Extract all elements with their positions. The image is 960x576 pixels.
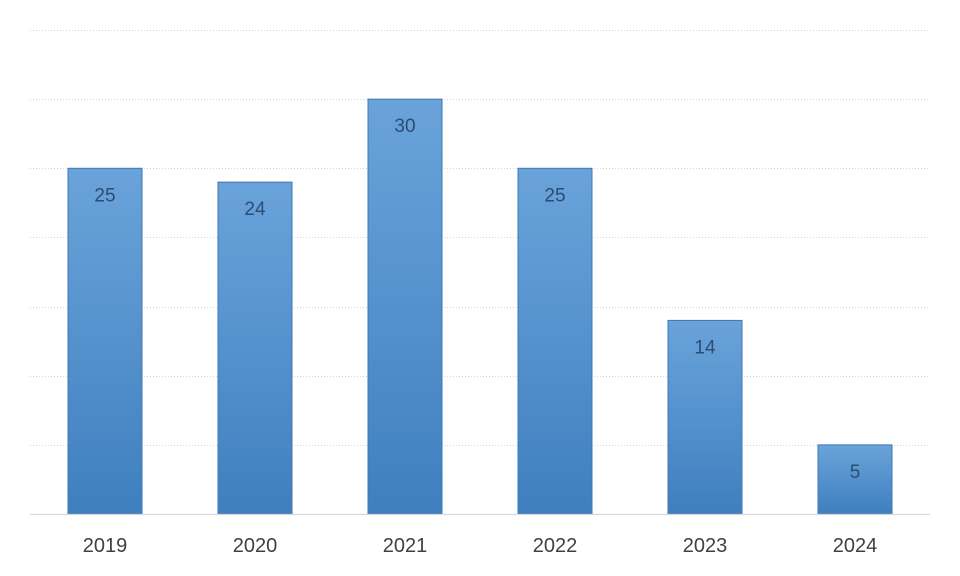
- bar-2022: [517, 167, 593, 515]
- data-label-2021: 30: [394, 116, 415, 137]
- data-label-2022: 25: [544, 185, 565, 206]
- x-axis: 2019 2020 2021 2022 2023 2024: [30, 513, 930, 557]
- bar-2019: [67, 167, 143, 515]
- data-label-2019: 25: [94, 185, 115, 206]
- x-tick-label-2019: 2019: [83, 535, 128, 557]
- bar-2020: [217, 181, 293, 515]
- data-label-2024: 5: [850, 462, 861, 483]
- bar-2024: [817, 444, 893, 515]
- data-label-2020: 24: [244, 199, 266, 220]
- bars: [67, 98, 893, 515]
- x-tick-label-2024: 2024: [833, 535, 878, 557]
- bar-2021: [367, 98, 443, 515]
- data-label-2023: 14: [694, 337, 716, 358]
- x-tick-label-2020: 2020: [233, 535, 278, 557]
- x-tick-label-2023: 2023: [683, 535, 728, 557]
- gridlines: [30, 30, 930, 446]
- x-tick-label-2022: 2022: [533, 535, 578, 557]
- data-labels: 25 24 30 25 14 5: [94, 116, 860, 483]
- x-tick-label-2021: 2021: [383, 535, 428, 557]
